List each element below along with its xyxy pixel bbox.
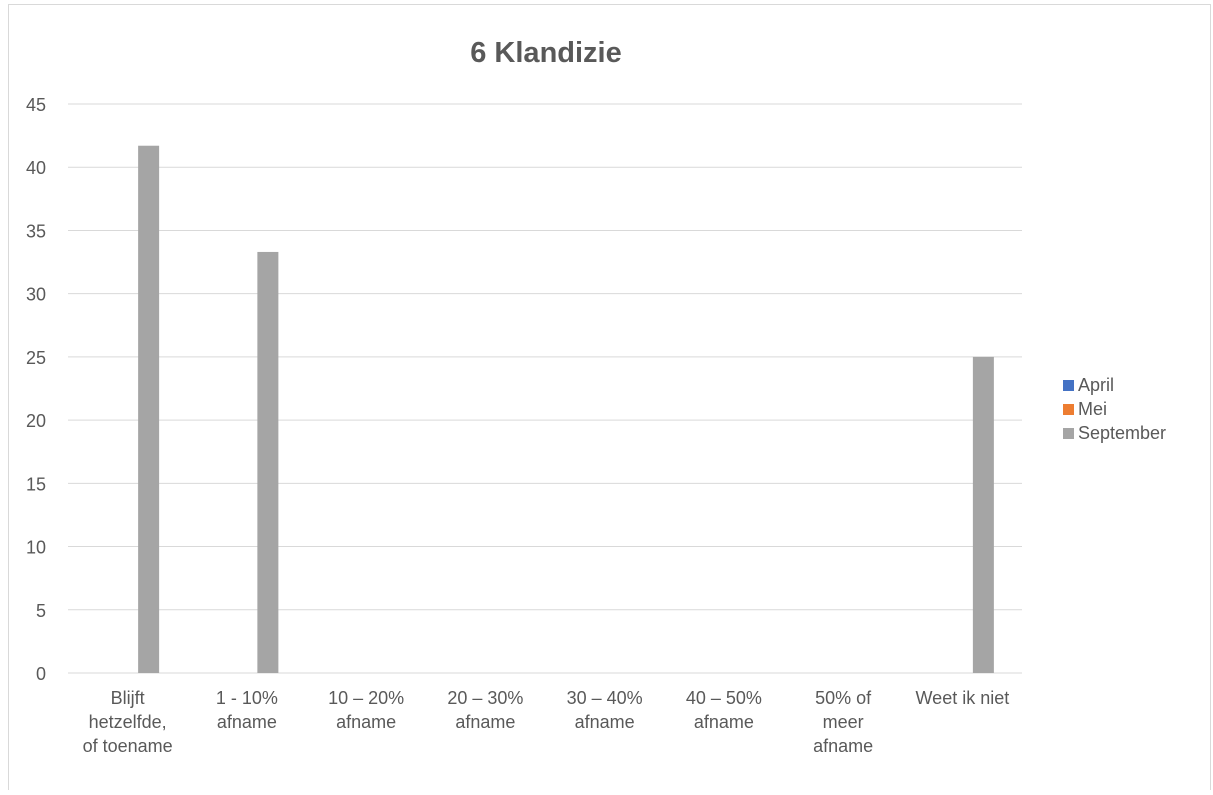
- x-tick-label: 1 - 10% afname: [216, 688, 278, 732]
- y-tick-label: 30: [26, 285, 46, 305]
- y-tick-label: 0: [36, 664, 46, 684]
- y-tick-label: 5: [36, 601, 46, 621]
- legend-label: April: [1078, 375, 1114, 395]
- y-tick-label: 10: [26, 538, 46, 558]
- bar: [257, 251, 279, 673]
- y-tick-label: 25: [26, 348, 46, 368]
- y-tick-label: 35: [26, 221, 46, 241]
- x-tick-label: 30 – 40% afname: [567, 688, 643, 732]
- legend-swatch: [1063, 404, 1074, 415]
- x-tick-label: 20 – 30% afname: [447, 688, 523, 732]
- legend: April Mei September: [1063, 375, 1166, 443]
- legend-swatch: [1063, 380, 1074, 391]
- legend-swatch: [1063, 428, 1074, 439]
- x-tick-label: 40 – 50% afname: [686, 688, 762, 732]
- y-axis-ticks: 0 5 10 15 20 25 30 35 40 45: [26, 95, 46, 684]
- chart-title: 6 Klandizie: [470, 37, 622, 69]
- x-tick-label: Weet ik niet: [916, 688, 1010, 708]
- legend-label: September: [1078, 423, 1166, 443]
- chart-frame: [8, 4, 1211, 795]
- y-tick-label: 40: [26, 158, 46, 178]
- x-tick-label: 50% of meer afname: [813, 688, 873, 756]
- bar: [138, 145, 160, 673]
- y-tick-label: 15: [26, 474, 46, 494]
- x-tick-label: Blijft hetzelfde, of toename: [83, 688, 173, 756]
- bar: [972, 356, 994, 673]
- x-axis-ticks: Blijft hetzelfde, of toename 1 - 10% afname 1…: [83, 688, 1010, 756]
- y-tick-label: 45: [26, 95, 46, 115]
- gridlines: [68, 103, 1022, 674]
- x-tick-label: 10 – 20% afname: [328, 688, 404, 732]
- bars: [138, 145, 994, 673]
- legend-label: Mei: [1078, 399, 1107, 419]
- y-tick-label: 20: [26, 411, 46, 431]
